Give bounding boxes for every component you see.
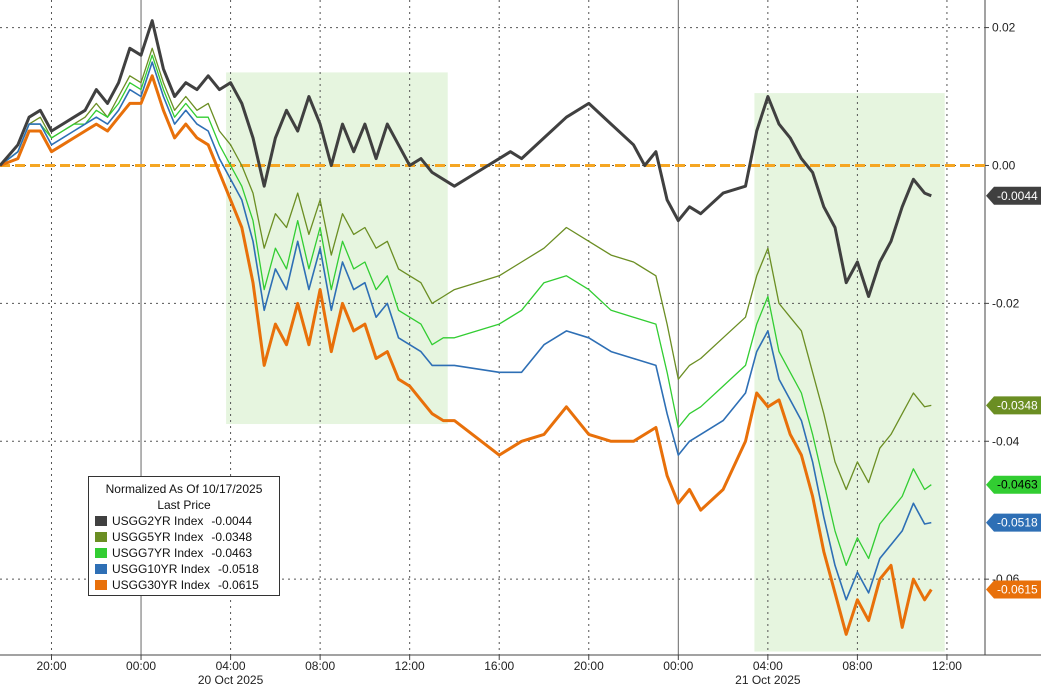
x-axis: 20:00 00:00 04:00 08:00 12:00 16:00 20:00 00:00… xyxy=(36,655,962,686)
x-tick-label: 12:00 xyxy=(932,659,962,673)
x-tick-label: 00:00 xyxy=(126,659,156,673)
series-lines xyxy=(0,19,933,636)
legend-swatch xyxy=(95,548,107,558)
legend-subtitle: Last Price xyxy=(157,498,211,512)
legend-item: USGG2YR Index -0.0044 xyxy=(95,513,273,529)
legend-swatch xyxy=(95,516,107,526)
legend-item: USGG10YR Index -0.0518 xyxy=(95,561,273,577)
legend-swatch xyxy=(95,580,107,590)
legend-series-value: -0.0044 xyxy=(211,514,253,528)
y-tick-label: -0.02 xyxy=(992,296,1020,310)
last-price-tag xyxy=(986,186,1041,205)
legend-series-name: USGG7YR Index xyxy=(112,546,204,560)
session-shade xyxy=(754,93,945,652)
grid-lines xyxy=(0,0,1041,656)
x-date-label: 20 Oct 2025 xyxy=(198,673,264,686)
legend-series-name: USGG5YR Index xyxy=(112,530,204,544)
series-line-usgg7yr xyxy=(0,54,932,567)
y-tick-label: 0.02 xyxy=(992,21,1016,35)
y-tick-label: -0.04 xyxy=(992,434,1020,448)
x-tick-label: 04:00 xyxy=(216,659,246,673)
last-price-label: -0.0518 xyxy=(997,516,1038,530)
last-price-tags: -0.0044 -0.0348 -0.0463 -0.0518 -0.0615 xyxy=(986,186,1041,599)
x-tick-label: 00:00 xyxy=(663,659,693,673)
series-line-usgg5yr xyxy=(0,47,932,491)
legend-swatch xyxy=(95,532,107,542)
x-tick-label: 20:00 xyxy=(36,659,66,673)
series-line-usgg30yr xyxy=(0,74,933,636)
last-price-label: -0.0044 xyxy=(997,189,1038,203)
legend-series-name: USGG2YR Index xyxy=(112,514,204,528)
x-tick-label: 16:00 xyxy=(484,659,514,673)
session-shading xyxy=(226,72,945,652)
legend-series-value: -0.0463 xyxy=(211,546,253,560)
legend-item: USGG5YR Index -0.0348 xyxy=(95,529,273,545)
x-date-label: 21 Oct 2025 xyxy=(735,673,801,686)
legend-series-name: USGG10YR Index xyxy=(112,562,211,576)
legend-item: USGG7YR Index -0.0463 xyxy=(95,545,273,561)
series-line-usgg2yr xyxy=(0,19,932,298)
x-tick-label: 12:00 xyxy=(395,659,425,673)
legend-title: Normalized As Of 10/17/2025 xyxy=(105,482,263,496)
y-axis: 0.020.00-0.02-0.04-0.06 xyxy=(985,21,1020,586)
last-price-label: -0.0615 xyxy=(997,583,1038,597)
legend-series-value: -0.0518 xyxy=(218,562,259,576)
series-line-usgg10yr xyxy=(0,61,932,601)
x-tick-label: 08:00 xyxy=(842,659,872,673)
legend-series-value: -0.0615 xyxy=(218,578,259,592)
legend-item: USGG30YR Index -0.0615 xyxy=(95,577,273,593)
last-price-tag xyxy=(986,475,1041,494)
legend-series-name: USGG30YR Index xyxy=(112,578,211,592)
session-shade xyxy=(226,72,448,425)
legend-series-value: -0.0348 xyxy=(211,530,253,544)
last-price-label: -0.0463 xyxy=(997,478,1038,492)
legend-swatch xyxy=(95,564,107,574)
last-price-tag xyxy=(986,580,1041,599)
last-price-tag xyxy=(986,396,1041,415)
x-tick-label: 20:00 xyxy=(574,659,604,673)
x-tick-label: 04:00 xyxy=(753,659,783,673)
last-price-tag xyxy=(986,513,1041,532)
x-tick-label: 08:00 xyxy=(305,659,335,673)
legend: Normalized As Of 10/17/2025 Last Price U… xyxy=(88,476,280,596)
y-tick-label: 0.00 xyxy=(992,158,1016,172)
last-price-label: -0.0348 xyxy=(997,398,1038,412)
